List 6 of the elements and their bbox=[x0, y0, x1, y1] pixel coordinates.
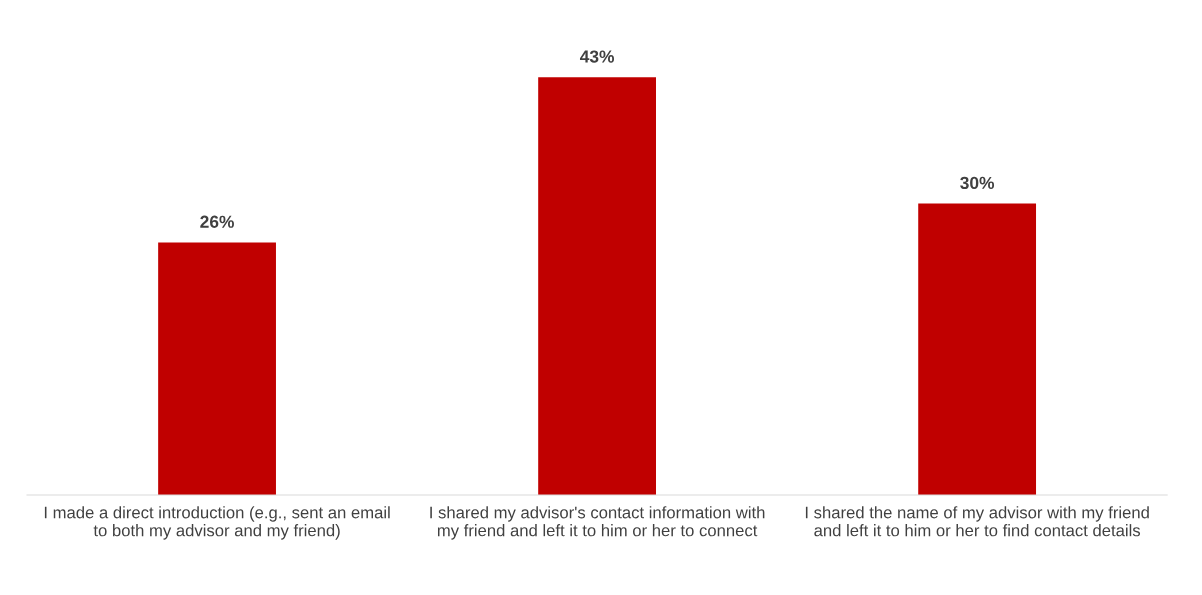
data-label: 43% bbox=[579, 50, 615, 63]
x-tick-label: I made a direct introduction (e.g., sent an email to both my advisor and my friend) bbox=[44, 506, 390, 540]
x-tick-label: I shared my advisor's contact information with my friend and left it to him or her to connect bbox=[430, 506, 765, 540]
x-tick-label: I shared the name of my advisor with my friend and left it to him or her to find contact details bbox=[805, 506, 1149, 537]
data-label: 26% bbox=[200, 215, 234, 228]
data-label: 30% bbox=[960, 176, 995, 190]
